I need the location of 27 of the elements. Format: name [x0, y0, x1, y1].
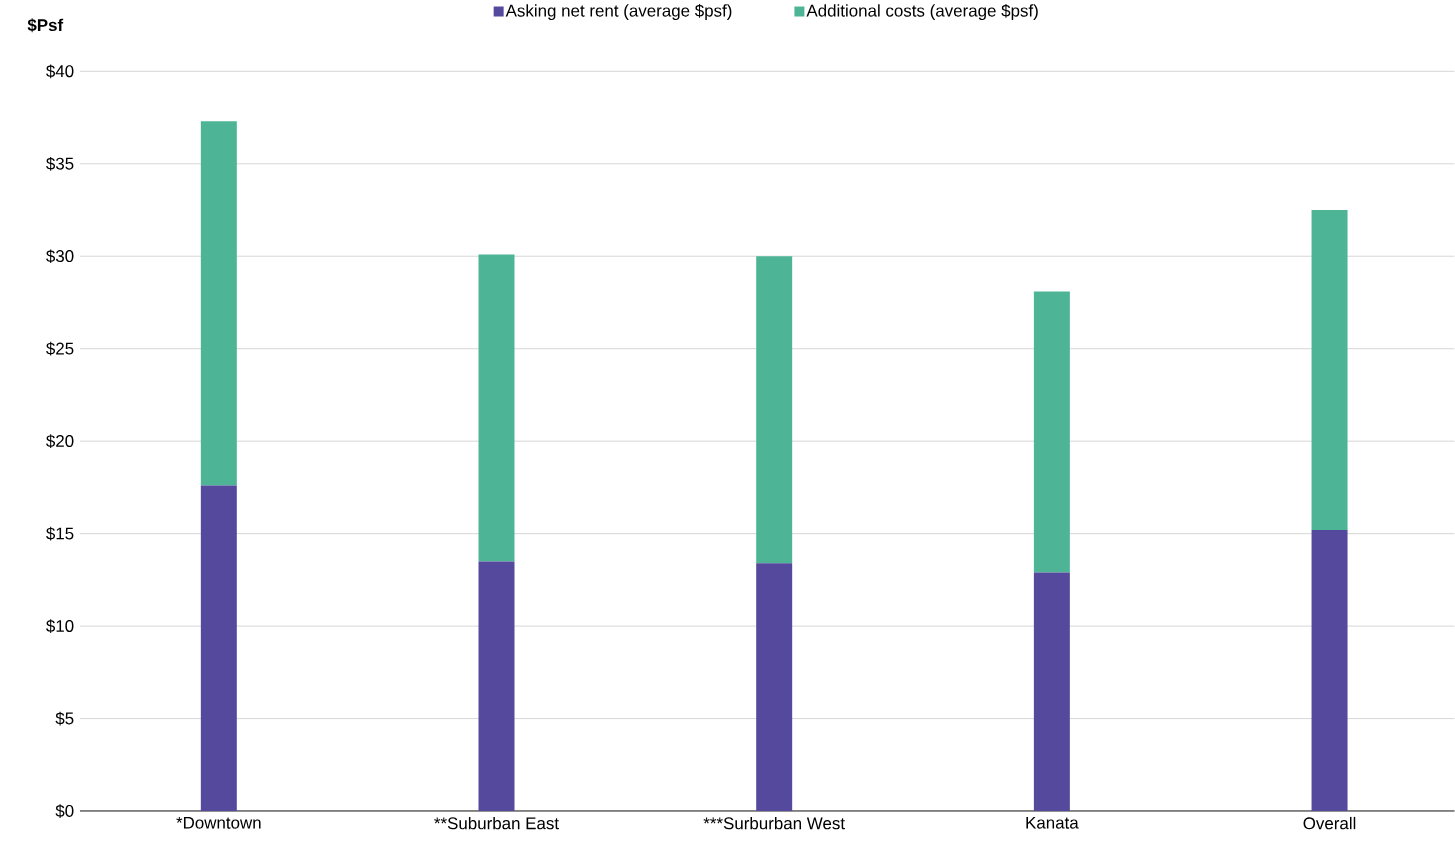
bar — [478, 254, 515, 562]
y-tick-label: $30 — [46, 249, 74, 264]
bar — [1033, 572, 1070, 812]
y-tick-label: $0 — [55, 804, 74, 818]
bar — [1311, 210, 1348, 530]
x-tick-label: **Suburban East — [434, 816, 559, 830]
y-tick-label: $25 — [46, 341, 74, 356]
bar — [1033, 291, 1070, 573]
bar — [756, 563, 793, 812]
bar — [200, 485, 237, 812]
y-tick-label: $35 — [46, 156, 74, 171]
x-tick-label: Kanata — [1026, 816, 1079, 829]
bar — [200, 121, 237, 486]
bar — [756, 256, 793, 564]
x-tick-label: ***Surburban West — [703, 816, 845, 830]
y-tick-label: $10 — [46, 619, 74, 633]
bar — [1311, 529, 1348, 812]
x-tick-label: *Downtown — [176, 816, 261, 829]
x-tick-label: Overall — [1303, 816, 1356, 830]
y-tick-label: $5 — [55, 711, 74, 726]
legend-label: Asking net rent (average $psf) — [505, 3, 732, 21]
y-tick-label: $20 — [46, 434, 74, 449]
y-tick-label: $40 — [46, 64, 74, 79]
legend-label: Additional costs (average $psf) — [806, 3, 1038, 21]
y-tick-label: $15 — [46, 526, 74, 541]
y-axis-title: $Psf — [27, 18, 64, 33]
bar — [478, 561, 515, 812]
